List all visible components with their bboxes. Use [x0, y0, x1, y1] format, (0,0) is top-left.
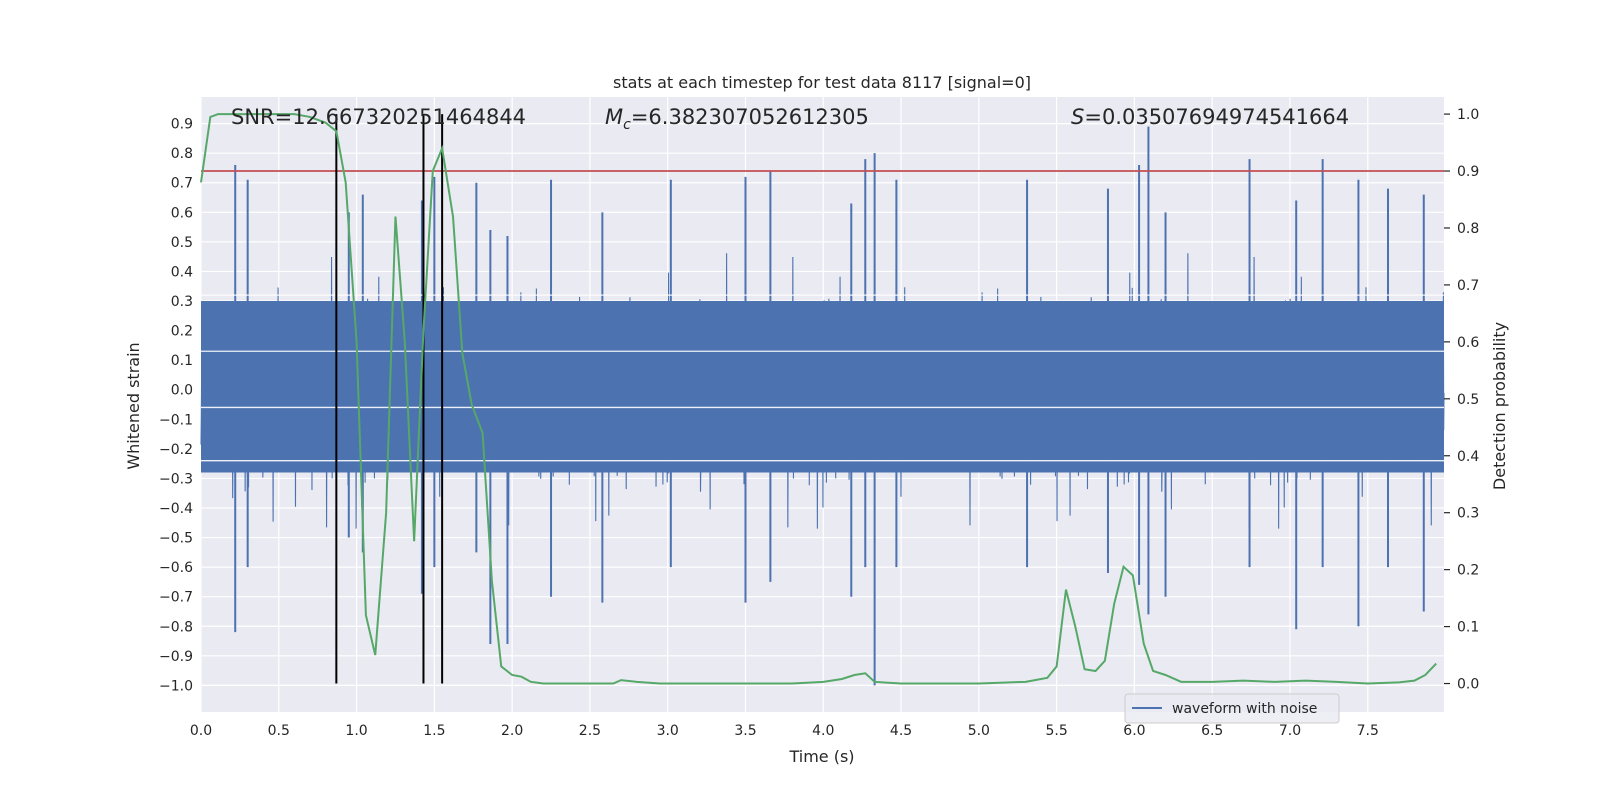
y-right-tick-label: 0.2 — [1457, 563, 1479, 579]
x-tick-label: 6.0 — [1123, 723, 1145, 739]
chirp-mass-value: =6.382307052612305 — [631, 105, 869, 129]
y-right-tick-label: 0.7 — [1457, 278, 1479, 294]
y-left-tick-label: 0.5 — [171, 235, 193, 251]
axes: 0.0 0.5 1.0 1.5 2.0 2.5 3.0 3.5 4.0 4.5 5.0 5.5 6.0 6… — [159, 107, 1479, 739]
s-value: =0.03507694974541664 — [1084, 105, 1349, 129]
legend: waveform with noise — [1124, 693, 1340, 724]
snr-annotation: SNR=12.667320251464844 — [231, 105, 526, 129]
chart-title: stats at each timestep for test data 811… — [613, 73, 1031, 92]
y-left-tick-label: 0.9 — [171, 117, 193, 133]
y-right-tick-label: 0.8 — [1457, 221, 1479, 237]
y-left-tick-label: −0.4 — [159, 501, 193, 517]
y-right-tick-label: 0.9 — [1457, 164, 1479, 180]
x-axis-label: Time (s) — [788, 747, 854, 766]
y-left-tick-label: −0.6 — [159, 560, 193, 576]
y-left-tick-label: 0.6 — [171, 205, 193, 221]
s-symbol: S — [1071, 105, 1084, 129]
x-tick-label: 0.0 — [190, 723, 212, 739]
y-axis-label-left: Whitened strain — [124, 342, 143, 469]
legend-box — [1124, 693, 1340, 724]
x-tick-label: 1.0 — [345, 723, 367, 739]
s-annotation: S=0.03507694974541664 — [1071, 105, 1349, 129]
y-right-tick-label: 0.3 — [1457, 506, 1479, 522]
y-right-tick-label: 0.0 — [1457, 677, 1479, 693]
y-right-tick-label: 0.5 — [1457, 392, 1479, 408]
y-left-tick-label: 0.2 — [171, 324, 193, 340]
y-left-tick-label: 0.3 — [171, 294, 193, 310]
y-right-tick-label: 0.6 — [1457, 335, 1479, 351]
x-tick-label: 2.0 — [501, 723, 523, 739]
x-tick-label: 5.5 — [1045, 723, 1067, 739]
waveform-noise — [200, 126, 1445, 686]
y-left-tick-label: 0.4 — [171, 264, 193, 280]
x-tick-label: 0.5 — [268, 723, 290, 739]
overlays — [200, 113, 1444, 685]
y-left-tick-label: −0.8 — [159, 619, 193, 635]
legend-label: waveform with noise — [1172, 701, 1317, 717]
x-tick-label: 4.0 — [812, 723, 834, 739]
y-left-tick-label: 0.8 — [171, 146, 193, 162]
y-right-tick-label: 0.1 — [1457, 620, 1479, 636]
y-left-tick-label: −0.9 — [159, 649, 193, 665]
x-tick-label: 2.5 — [579, 723, 601, 739]
y-left-tick-label: −0.1 — [159, 412, 193, 428]
x-tick-label: 3.0 — [657, 723, 679, 739]
detection-probability-line — [200, 113, 1437, 685]
x-tick-label: 6.5 — [1201, 723, 1223, 739]
y-left-tick-label: −0.7 — [159, 590, 193, 606]
y-left-tick-label: −0.2 — [159, 442, 193, 458]
y-right-tick-label: 1.0 — [1457, 107, 1479, 123]
y-right-tick-label: 0.4 — [1457, 449, 1479, 465]
x-tick-label: 3.5 — [734, 723, 756, 739]
y-left-tick-label: −0.5 — [159, 531, 193, 547]
chirp-mass-symbol: M — [605, 105, 623, 129]
y-left-tick-label: 0.1 — [171, 353, 193, 369]
y-left-tick-label: 0.0 — [171, 383, 193, 399]
x-tick-label: 4.5 — [890, 723, 912, 739]
chirp-mass-annotation: Mc=6.382307052612305 — [605, 105, 869, 133]
x-tick-label: 7.0 — [1279, 723, 1301, 739]
y-axis-label-right: Detection probability — [1490, 322, 1509, 490]
x-tick-label: 5.0 — [968, 723, 990, 739]
chirp-mass-subscript: c — [623, 117, 631, 133]
y-left-tick-label: −0.3 — [159, 471, 193, 487]
y-left-tick-label: −1.0 — [159, 678, 193, 694]
y-left-tick-label: 0.7 — [171, 176, 193, 192]
waveform-core-band — [201, 301, 1444, 473]
x-tick-label: 7.5 — [1357, 723, 1379, 739]
x-tick-label: 1.5 — [423, 723, 445, 739]
